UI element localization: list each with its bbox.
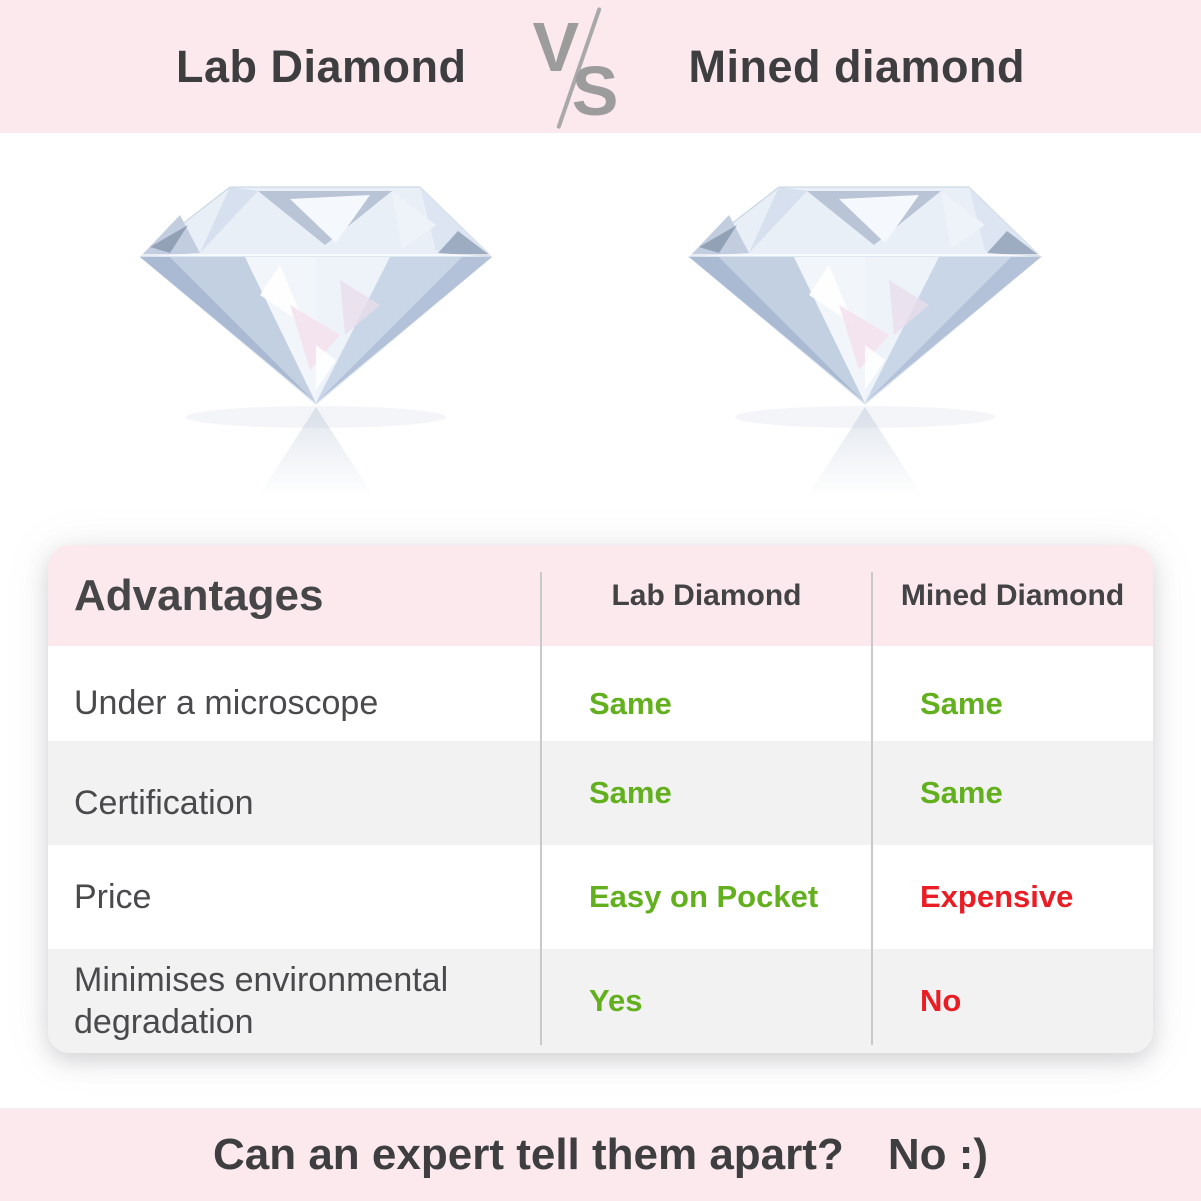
vs-letter-v: V [532,7,580,86]
comparison-table: Advantages Lab Diamond Mined Diamond Und… [48,545,1153,1053]
table-cell-lab: Same [541,646,872,741]
table-row-label: Under a microscope [48,646,541,741]
column-header-lab-diamond: Lab Diamond [541,545,872,646]
table-row-label: Certification [48,741,541,845]
lab-diamond-title: Lab Diamond [175,40,467,92]
row-label-text: Price [74,877,152,916]
table-row-label: Price [48,845,541,949]
footer-question: Can an expert tell them apart? [212,1129,844,1179]
diamond-image-section [0,133,1201,535]
table-cell-lab: Easy on Pocket [541,845,872,949]
footer-band: Can an expert tell them apart? No :) [0,1108,1201,1201]
mined-value-text: Expensive [920,879,1074,914]
table-cell-lab: Yes [541,949,872,1053]
vs-icon: V S [532,6,623,130]
table-cell-mined: Same [872,741,1153,845]
column-header-mined-diamond: Mined Diamond [872,545,1153,646]
mined-value-text: Same [920,685,1003,721]
lab-value-text: Yes [589,983,643,1018]
lab-diamond-image [140,186,492,498]
vs-letter-s: S [571,51,619,130]
table-row-label: Minimises environmental degradation [48,949,541,1053]
lab-value-text: Easy on Pocket [589,879,819,914]
row-label-text: Minimises environmental degradation [74,960,449,1042]
footer-answer: No :) [887,1129,988,1179]
mined-diamond-title: Mined diamond [688,40,1025,92]
lab-value-text: Same [589,775,672,810]
header-band: Lab Diamond V S Mined diamond [0,0,1201,133]
row-label-text: Certification [74,783,254,822]
mined-value-text: No [920,983,962,1018]
mined-value-text: Same [920,775,1003,810]
table-cell-mined: Same [872,646,1153,741]
mined-diamond-image [688,186,1042,498]
table-cell-mined: No [872,949,1153,1053]
row-label-text: Under a microscope [74,684,379,723]
column-header-advantages: Advantages [48,545,541,646]
table-cell-mined: Expensive [872,845,1153,949]
lab-value-text: Same [589,685,672,721]
table-cell-lab: Same [541,741,872,845]
